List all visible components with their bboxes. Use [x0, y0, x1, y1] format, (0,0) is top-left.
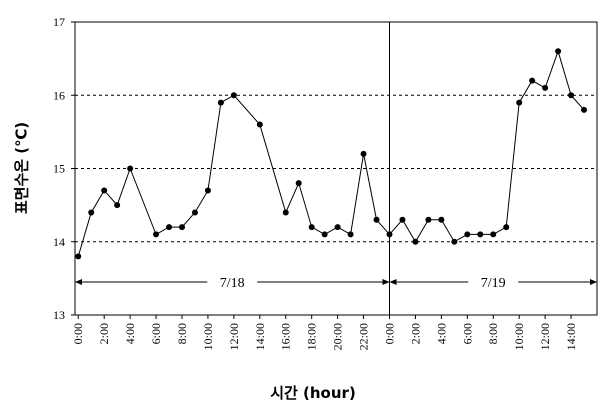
data-point	[191, 209, 198, 216]
data-point	[166, 224, 173, 231]
data-point	[178, 224, 185, 231]
data-point	[321, 231, 328, 238]
y-tick-label: 13	[53, 308, 65, 322]
y-tick-label: 14	[53, 235, 65, 249]
x-tick-label: 10:00	[201, 323, 215, 350]
x-tick-label: 6:00	[149, 323, 163, 344]
data-point	[399, 216, 406, 223]
data-point	[464, 231, 471, 238]
data-point	[386, 231, 393, 238]
data-point	[101, 187, 108, 194]
data-point	[555, 48, 562, 55]
x-tick-label: 8:00	[175, 323, 189, 344]
data-point	[503, 224, 510, 231]
x-tick-label: 18:00	[305, 323, 319, 350]
data-point	[581, 106, 588, 113]
data-point	[477, 231, 484, 238]
y-axis-label: 표면수온 (℃)	[13, 122, 31, 214]
data-point	[114, 202, 121, 209]
data-point	[230, 92, 237, 99]
data-point	[490, 231, 497, 238]
data-point	[75, 253, 82, 260]
data-point	[438, 216, 445, 223]
x-tick-label: 2:00	[97, 323, 111, 344]
arrow-head	[590, 279, 597, 286]
data-point	[568, 92, 575, 99]
data-point	[334, 224, 341, 231]
x-tick-label: 12:00	[227, 323, 241, 350]
y-tick-label: 15	[53, 162, 65, 176]
day-label: 7/19	[481, 276, 506, 291]
x-tick-label: 20:00	[331, 323, 345, 350]
arrow-head	[75, 279, 82, 286]
x-tick-label: 2:00	[408, 323, 422, 344]
x-tick-label: 0:00	[71, 323, 85, 344]
data-point	[542, 84, 549, 91]
y-tick-label: 17	[53, 15, 65, 29]
data-point	[282, 209, 289, 216]
data-point	[347, 231, 354, 238]
x-tick-label: 16:00	[279, 323, 293, 350]
x-tick-label: 8:00	[486, 323, 500, 344]
x-tick-label: 12:00	[538, 323, 552, 350]
arrow-head	[389, 279, 397, 286]
day-label: 7/18	[220, 276, 245, 291]
x-tick-label: 4:00	[123, 323, 137, 344]
x-tick-label: 4:00	[434, 323, 448, 344]
x-tick-label: 14:00	[564, 323, 578, 350]
x-tick-label: 0:00	[382, 323, 396, 344]
data-point	[516, 99, 523, 106]
x-tick-label: 6:00	[460, 323, 474, 344]
data-point	[295, 180, 302, 187]
data-point	[451, 238, 458, 245]
data-point	[127, 165, 134, 172]
data-point	[412, 238, 419, 245]
data-point	[204, 187, 211, 194]
x-tick-label: 10:00	[512, 323, 526, 350]
data-point	[256, 121, 263, 128]
x-axis-label: 시간 (hour)	[270, 384, 356, 402]
x-tick-label: 14:00	[253, 323, 267, 350]
data-point	[308, 224, 315, 231]
data-point	[529, 77, 536, 84]
data-point	[88, 209, 95, 216]
data-point	[425, 216, 432, 223]
data-point	[373, 216, 380, 223]
data-point	[360, 150, 367, 157]
y-tick-label: 16	[53, 88, 65, 102]
data-point	[153, 231, 160, 238]
x-tick-label: 22:00	[357, 323, 371, 350]
arrow-head	[382, 279, 390, 286]
data-point	[217, 99, 224, 106]
